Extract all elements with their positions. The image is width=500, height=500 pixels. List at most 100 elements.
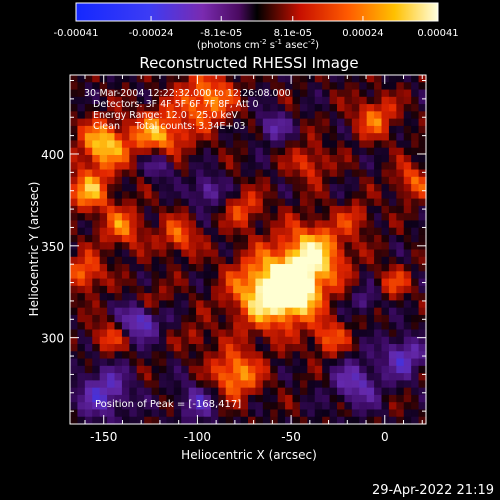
heatmap-cell <box>388 176 397 185</box>
heatmap-cell <box>374 351 383 360</box>
heatmap-cell <box>329 191 338 200</box>
heatmap-cell <box>403 264 412 272</box>
heatmap-cell <box>159 278 168 287</box>
heatmap-cell <box>121 162 130 171</box>
heatmap-cell <box>374 125 383 134</box>
heatmap-cell <box>173 387 182 396</box>
heatmap-cell <box>84 358 93 367</box>
heatmap-cell <box>233 89 242 98</box>
heatmap-cell <box>114 293 123 301</box>
heatmap-cell <box>240 154 249 163</box>
heatmap-cell <box>248 416 257 425</box>
heatmap-cell <box>322 89 331 98</box>
heatmap-cell <box>292 271 301 280</box>
heatmap-cell <box>351 336 360 345</box>
heatmap-cell <box>173 154 182 163</box>
heatmap-cell <box>151 220 160 229</box>
annotation-energy: Energy Range: 12.0 - 25.0 keV <box>93 110 238 121</box>
heatmap-cell <box>121 402 130 411</box>
heatmap-cell <box>299 89 308 98</box>
heatmap-cell <box>285 198 294 207</box>
heatmap-cell <box>411 96 420 105</box>
heatmap-cell <box>151 89 160 98</box>
heatmap-cell <box>255 104 264 112</box>
heatmap-cell <box>403 336 412 345</box>
heatmap-cell <box>107 365 116 374</box>
heatmap-cell <box>351 147 360 156</box>
heatmap-cell <box>359 351 368 360</box>
heatmap-cell <box>188 416 197 425</box>
heatmap-cell <box>359 118 368 127</box>
heatmap-cell <box>107 162 116 171</box>
heatmap-cell <box>337 293 346 301</box>
heatmap-cell <box>329 314 338 323</box>
heatmap-cell <box>314 314 323 323</box>
heatmap-cell <box>233 249 242 258</box>
heatmap-cell <box>144 387 153 396</box>
heatmap-cell <box>285 351 294 360</box>
heatmap-cell <box>151 205 160 214</box>
heatmap-cell <box>396 125 405 134</box>
heatmap-cell <box>351 82 360 91</box>
heatmap-cell <box>344 104 353 112</box>
heatmap-cell <box>92 176 101 185</box>
heatmap-cell <box>203 220 212 229</box>
heatmap-cell <box>411 227 420 236</box>
heatmap-cell <box>225 147 234 156</box>
heatmap-cell <box>92 264 101 272</box>
heatmap-cell <box>396 118 405 127</box>
heatmap-cell <box>114 147 123 156</box>
heatmap-cell <box>322 336 331 345</box>
heatmap-cell <box>381 285 390 294</box>
heatmap-cell <box>381 111 390 120</box>
heatmap-cell <box>70 409 79 418</box>
heatmap-cell <box>255 278 264 287</box>
heatmap-cell <box>381 82 390 91</box>
heatmap-cell <box>396 154 405 163</box>
heatmap-cell <box>129 82 138 91</box>
heatmap-cell <box>322 256 331 265</box>
heatmap-cell <box>381 191 390 200</box>
heatmap-cell <box>218 358 227 367</box>
heatmap-cell <box>203 307 212 316</box>
heatmap-cell <box>196 154 205 163</box>
heatmap-cell <box>188 220 197 229</box>
heatmap-cell <box>255 118 264 127</box>
heatmap-cell <box>307 322 316 331</box>
heatmap-cell <box>107 293 116 301</box>
heatmap-cell <box>233 125 242 134</box>
heatmap-cell <box>292 285 301 294</box>
heatmap-cell <box>181 307 190 316</box>
heatmap-cell <box>366 300 375 309</box>
heatmap-cell <box>292 191 301 200</box>
heatmap-cell <box>92 394 101 403</box>
heatmap-cell <box>92 96 101 105</box>
heatmap-cell <box>374 322 383 331</box>
heatmap-cell <box>299 140 308 149</box>
heatmap-cell <box>314 191 323 200</box>
heatmap-cell <box>307 220 316 229</box>
heatmap-cell <box>351 264 360 272</box>
heatmap-cell <box>329 162 338 171</box>
heatmap-cell <box>418 409 427 418</box>
heatmap-cell <box>277 249 286 258</box>
heatmap-cell <box>203 111 212 120</box>
heatmap-cell <box>218 82 227 91</box>
heatmap-cell <box>344 271 353 280</box>
heatmap-cell <box>285 264 294 272</box>
heatmap-cell <box>314 307 323 316</box>
heatmap-cell <box>144 118 153 127</box>
heatmap-cell <box>151 344 160 352</box>
heatmap-cell <box>181 96 190 105</box>
heatmap-cell <box>396 344 405 352</box>
heatmap-cell <box>374 111 383 120</box>
heatmap-cell <box>129 140 138 149</box>
heatmap-cell <box>84 82 93 91</box>
heatmap-cell <box>292 234 301 243</box>
heatmap-cell <box>359 104 368 112</box>
heatmap-cell <box>396 293 405 301</box>
heatmap-cell <box>344 264 353 272</box>
heatmap-cell <box>255 307 264 316</box>
heatmap-cell <box>92 300 101 309</box>
heatmap-cell <box>366 409 375 418</box>
